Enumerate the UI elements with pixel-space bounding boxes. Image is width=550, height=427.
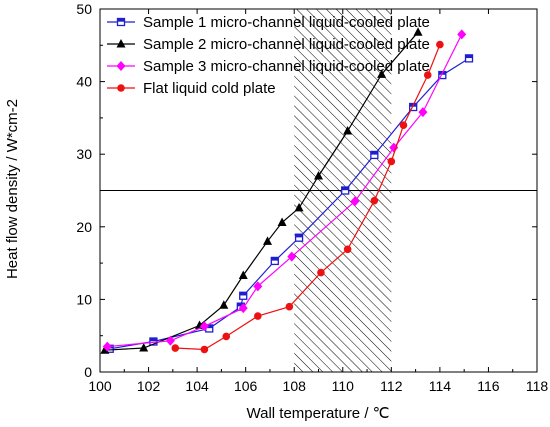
x-tick-label: 104 — [185, 378, 209, 394]
y-tick-label: 50 — [76, 1, 92, 17]
data-point-series-2 — [314, 170, 323, 180]
x-tick-label: 112 — [380, 378, 403, 394]
data-point-series-4 — [436, 40, 444, 49]
legend-item-2: Sample 2 micro-channel liquid-cooled pla… — [107, 36, 430, 53]
legend-item-4: Flat liquid cold plate — [107, 80, 276, 97]
data-point-series-4 — [200, 345, 209, 354]
series-line-2 — [104, 31, 419, 351]
data-point-series-4 — [285, 302, 294, 311]
data-point-series-3 — [457, 29, 467, 40]
data-point-series-2 — [294, 202, 304, 212]
data-point-series-2 — [277, 217, 287, 226]
data-point-series-3 — [238, 303, 248, 314]
data-point-series-2 — [343, 125, 353, 135]
data-point-series-2 — [100, 345, 110, 354]
legend-label: Sample 1 micro-channel liquid-cooled pla… — [143, 14, 430, 31]
y-tick-label: 20 — [76, 219, 92, 235]
y-tick-label: 30 — [76, 146, 92, 162]
data-point-series-2 — [377, 69, 387, 78]
series-line-3 — [107, 34, 463, 348]
legend-label: Sample 2 micro-channel liquid-cooled pla… — [143, 36, 430, 53]
series-line-4 — [175, 44, 441, 351]
legend-item-1: Sample 1 micro-channel liquid-cooled pla… — [107, 14, 430, 31]
data-point-series-4 — [370, 196, 379, 205]
y-tick-label: 0 — [84, 364, 92, 380]
x-axis-title: Wall temperature / ℃ — [247, 405, 390, 422]
data-point-series-1 — [239, 291, 248, 300]
data-point-series-4 — [171, 344, 180, 352]
data-point-series-4 — [387, 157, 396, 166]
y-tick-label: 10 — [76, 291, 92, 307]
data-point-series-4 — [343, 245, 352, 254]
x-tick-label: 114 — [429, 378, 452, 394]
y-tick-label: 40 — [76, 74, 92, 90]
legend-marker — [117, 84, 125, 92]
x-tick-label: 106 — [234, 378, 258, 394]
data-point-series-2 — [263, 236, 273, 245]
x-tick-label: 108 — [283, 378, 307, 394]
data-point-series-3 — [350, 196, 360, 207]
legend-marker — [116, 61, 126, 71]
data-point-series-1 — [341, 186, 350, 195]
data-point-series-3 — [253, 281, 263, 292]
legend-item-3: Sample 3 micro-channel liquid-cooled pla… — [107, 58, 430, 75]
data-point-series-4 — [254, 312, 262, 320]
data-point-series-4 — [222, 332, 231, 341]
x-tick-label: 118 — [526, 378, 549, 394]
legend-label: Sample 3 micro-channel liquid-cooled pla… — [143, 58, 430, 75]
series-line-1 — [109, 57, 470, 350]
data-point-series-1 — [464, 54, 474, 63]
data-point-series-2 — [238, 270, 248, 279]
data-point-series-3 — [418, 107, 428, 118]
data-point-series-3 — [102, 341, 112, 352]
data-point-series-4 — [423, 71, 432, 79]
x-tick-label: 100 — [88, 378, 112, 394]
legend-marker — [116, 17, 126, 27]
data-point-series-3 — [165, 335, 175, 346]
legend: Sample 1 micro-channel liquid-cooled pla… — [107, 14, 430, 97]
data-point-series-4 — [317, 268, 325, 277]
x-tick-label: 102 — [137, 378, 161, 394]
data-point-series-3 — [199, 321, 209, 332]
x-tick-label: 110 — [332, 378, 355, 394]
data-point-series-1 — [270, 256, 279, 266]
data-point-series-2 — [139, 343, 149, 352]
data-point-series-4 — [399, 121, 408, 129]
data-point-series-1 — [294, 233, 304, 242]
legend-label: Flat liquid cold plate — [143, 80, 276, 97]
data-point-series-2 — [219, 300, 229, 309]
x-tick-label: 116 — [477, 378, 500, 394]
data-point-series-3 — [389, 142, 399, 153]
data-point-series-1 — [370, 150, 379, 160]
legend-marker — [116, 39, 126, 48]
y-axis-title: Heat flow density / W*cm-2 — [4, 99, 21, 279]
data-point-series-3 — [287, 251, 297, 262]
data-point-series-2 — [413, 27, 423, 36]
